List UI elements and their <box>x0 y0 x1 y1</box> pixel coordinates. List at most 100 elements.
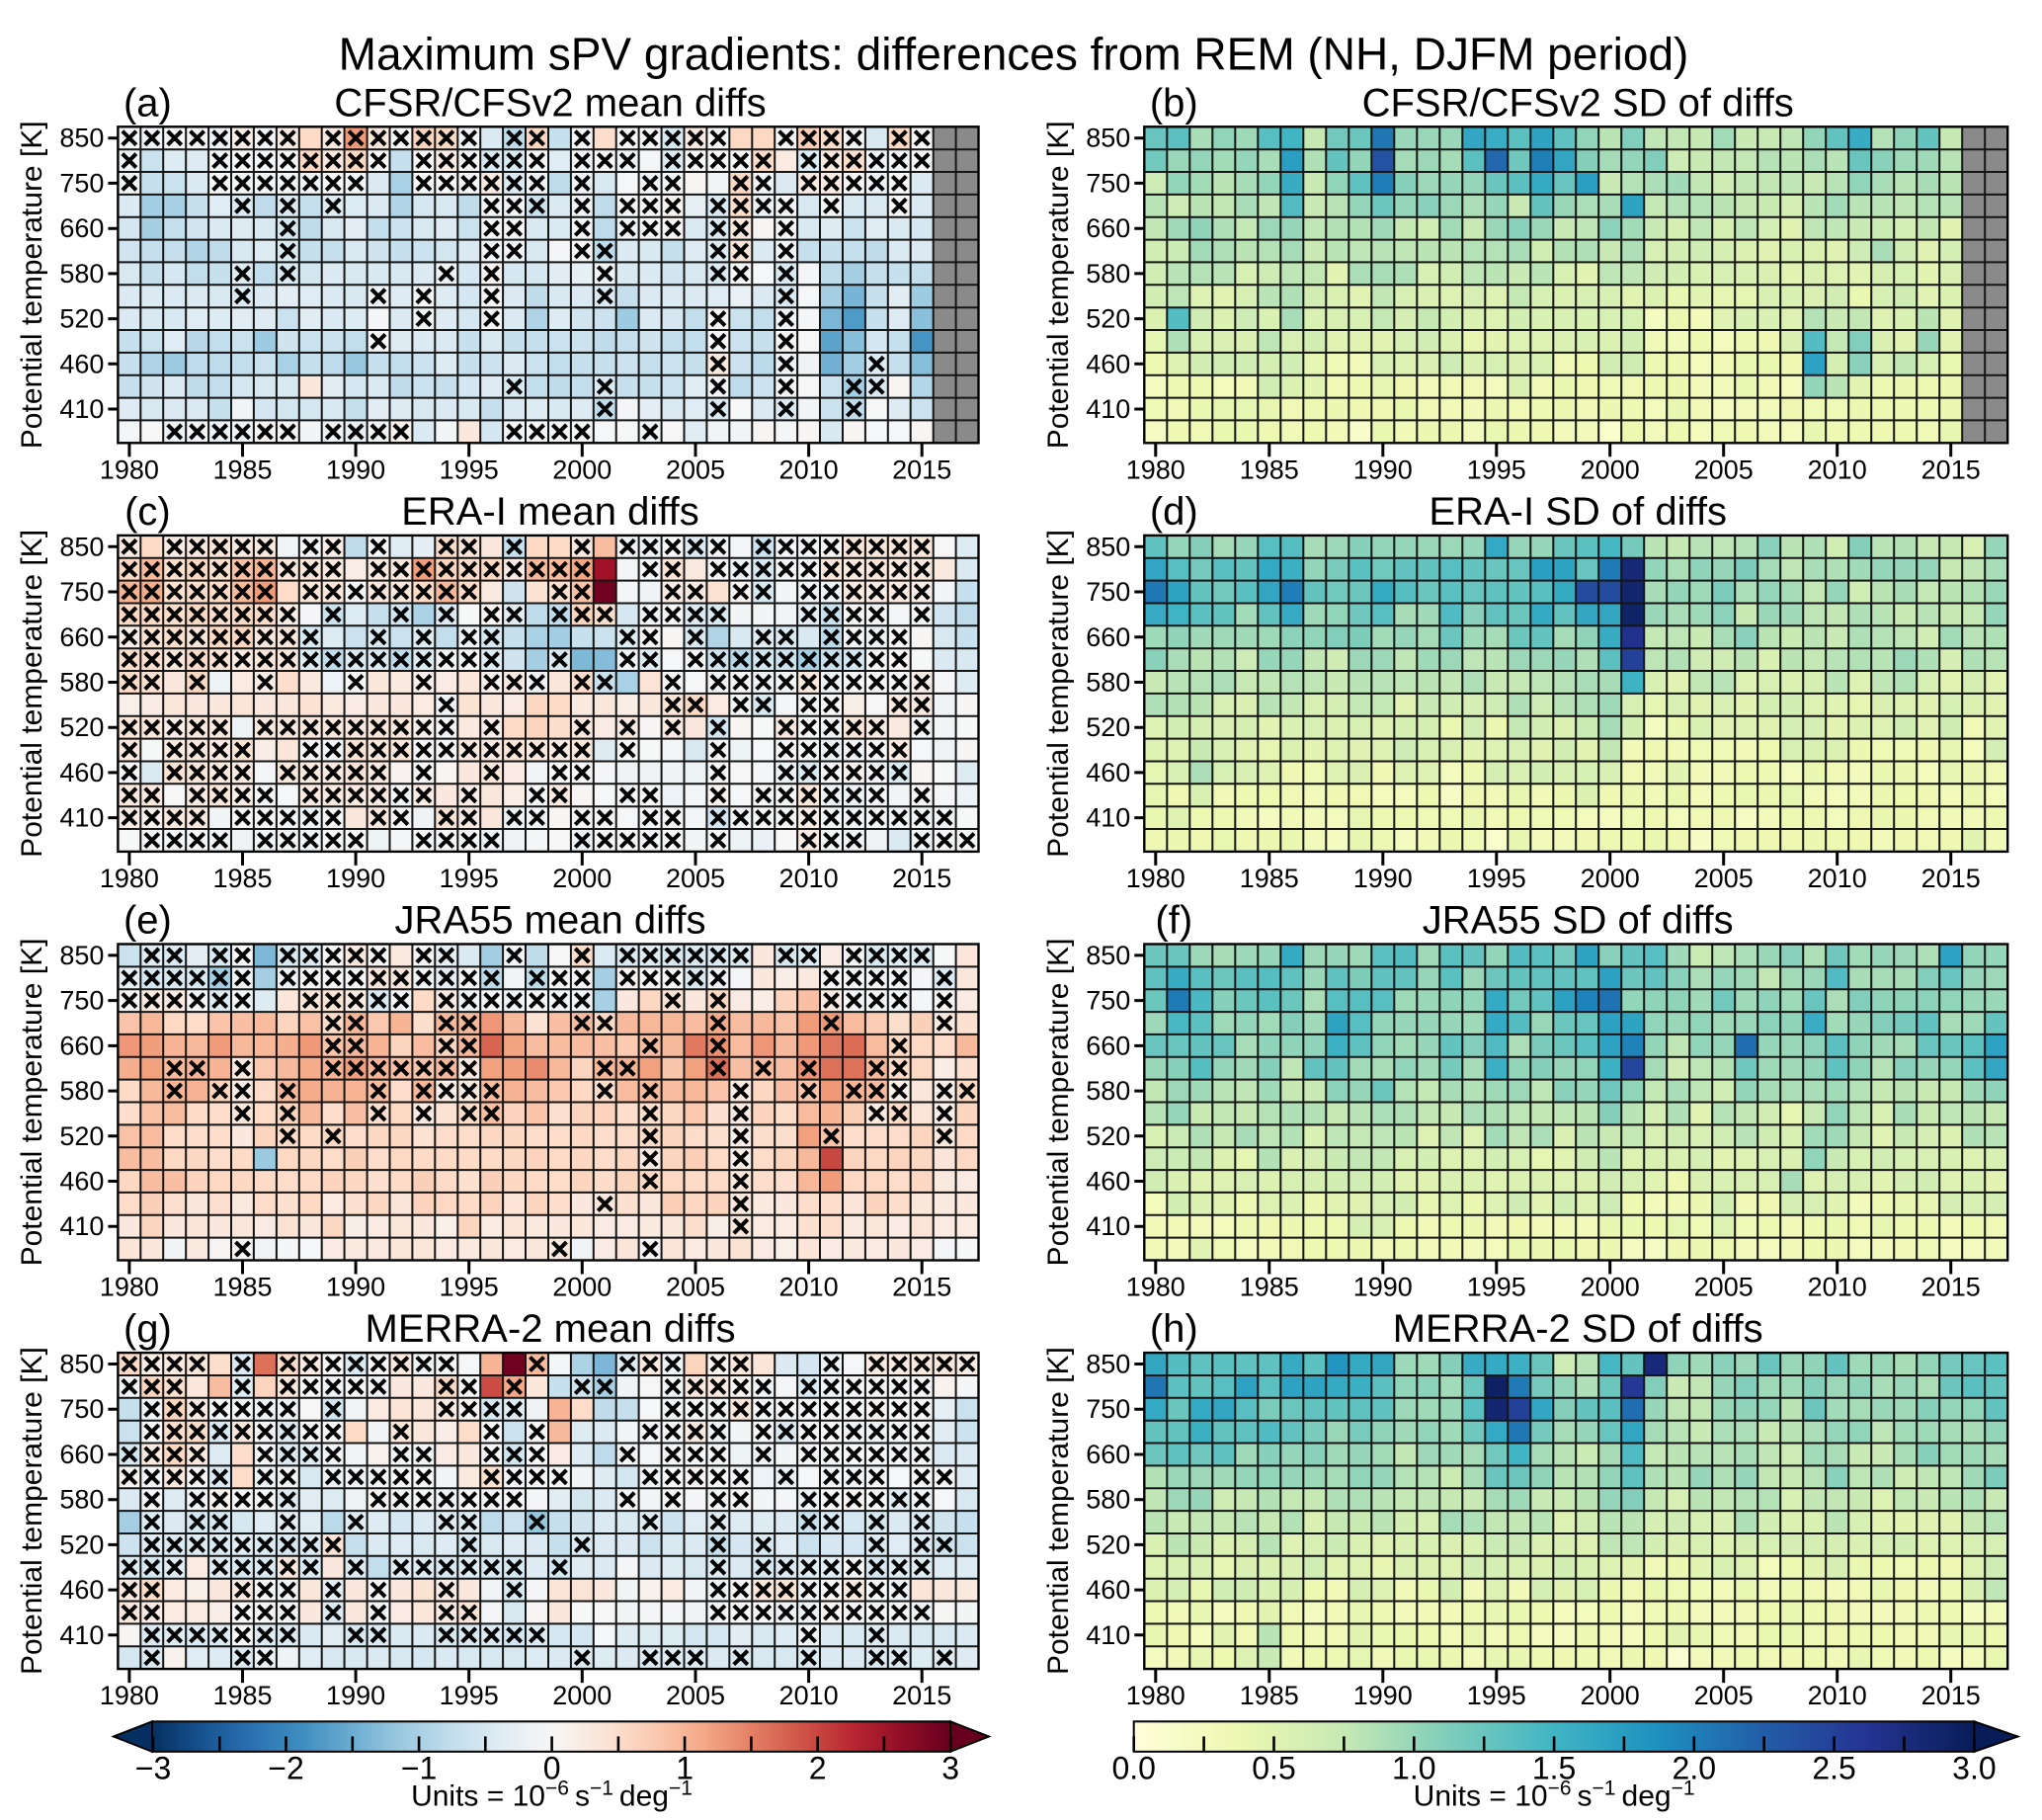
svg-text:2010: 2010 <box>779 1681 839 1710</box>
svg-text:1990: 1990 <box>326 455 385 484</box>
svg-text:1990: 1990 <box>1353 1681 1413 1710</box>
svg-text:(e): (e) <box>123 899 172 943</box>
svg-text:1995: 1995 <box>440 864 499 893</box>
svg-text:580: 580 <box>1086 1485 1130 1515</box>
svg-text:580: 580 <box>59 1485 104 1515</box>
svg-text:2010: 2010 <box>1808 864 1867 893</box>
svg-text:660: 660 <box>1086 213 1130 243</box>
svg-text:460: 460 <box>59 758 104 787</box>
svg-text:−1: −1 <box>401 1751 437 1786</box>
svg-text:1980: 1980 <box>100 1681 159 1710</box>
svg-text:2005: 2005 <box>666 864 725 893</box>
svg-text:1985: 1985 <box>212 1681 272 1710</box>
svg-text:750: 750 <box>59 577 104 607</box>
svg-text:2000: 2000 <box>1581 1681 1640 1710</box>
svg-text:750: 750 <box>1086 986 1130 1016</box>
svg-text:580: 580 <box>59 1076 104 1106</box>
svg-text:660: 660 <box>59 1440 104 1469</box>
svg-text:460: 460 <box>1086 758 1130 787</box>
svg-text:1995: 1995 <box>1467 1681 1526 1710</box>
svg-text:410: 410 <box>1086 1211 1130 1241</box>
svg-text:850: 850 <box>59 124 104 153</box>
svg-text:2.0: 2.0 <box>1673 1751 1716 1786</box>
svg-text:2010: 2010 <box>779 1273 839 1302</box>
svg-text:1.0: 1.0 <box>1392 1751 1435 1786</box>
svg-text:750: 750 <box>1086 168 1130 198</box>
svg-text:(b): (b) <box>1150 81 1198 124</box>
svg-text:1985: 1985 <box>212 864 272 893</box>
svg-text:2000: 2000 <box>1581 1273 1640 1302</box>
svg-text:Maximum sPV gradients: differe: Maximum sPV gradients: differences from … <box>339 29 1689 80</box>
svg-text:850: 850 <box>1086 532 1130 561</box>
svg-text:750: 750 <box>59 986 104 1016</box>
svg-text:Potential temperature [K]: Potential temperature [K] <box>16 1347 48 1675</box>
svg-text:2010: 2010 <box>1808 1681 1867 1710</box>
svg-text:Potential temperature [K]: Potential temperature [K] <box>16 530 48 858</box>
svg-text:3: 3 <box>941 1751 959 1786</box>
svg-text:1980: 1980 <box>1126 864 1185 893</box>
svg-text:1.5: 1.5 <box>1532 1751 1576 1786</box>
svg-text:(c): (c) <box>124 490 171 534</box>
svg-text:2010: 2010 <box>779 455 839 484</box>
svg-text:CFSR/CFSv2 SD of diffs: CFSR/CFSv2 SD of diffs <box>1362 81 1794 124</box>
svg-text:MERRA-2 mean diffs: MERRA-2 mean diffs <box>366 1307 736 1351</box>
svg-text:580: 580 <box>59 259 104 289</box>
svg-text:850: 850 <box>59 532 104 561</box>
svg-text:−2: −2 <box>268 1751 303 1786</box>
svg-text:460: 460 <box>59 1167 104 1197</box>
svg-text:1995: 1995 <box>440 1273 499 1302</box>
svg-text:1995: 1995 <box>1467 455 1526 484</box>
svg-text:2: 2 <box>809 1751 827 1786</box>
svg-text:580: 580 <box>1086 1076 1130 1106</box>
svg-text:2015: 2015 <box>892 1273 951 1302</box>
svg-text:CFSR/CFSv2 mean diffs: CFSR/CFSv2 mean diffs <box>334 81 766 124</box>
svg-text:750: 750 <box>1086 1394 1130 1424</box>
svg-text:Potential temperature [K]: Potential temperature [K] <box>1042 1347 1075 1675</box>
svg-text:0: 0 <box>543 1751 561 1786</box>
svg-text:2015: 2015 <box>1921 455 1981 484</box>
svg-text:2005: 2005 <box>666 1273 725 1302</box>
svg-text:1: 1 <box>676 1751 694 1786</box>
svg-text:660: 660 <box>59 1031 104 1060</box>
svg-text:2005: 2005 <box>666 455 725 484</box>
svg-text:850: 850 <box>1086 1350 1130 1379</box>
svg-text:410: 410 <box>59 803 104 833</box>
svg-text:2000: 2000 <box>1581 864 1640 893</box>
svg-text:660: 660 <box>59 622 104 652</box>
svg-text:1990: 1990 <box>326 1273 385 1302</box>
svg-text:2000: 2000 <box>552 455 612 484</box>
svg-text:2005: 2005 <box>1694 455 1754 484</box>
svg-text:ERA-I mean diffs: ERA-I mean diffs <box>401 490 699 534</box>
svg-text:520: 520 <box>59 304 104 334</box>
svg-text:(g): (g) <box>123 1307 172 1351</box>
svg-text:410: 410 <box>59 394 104 424</box>
svg-text:2005: 2005 <box>666 1681 725 1710</box>
svg-text:2010: 2010 <box>779 864 839 893</box>
svg-text:Potential temperature [K]: Potential temperature [K] <box>1042 121 1075 449</box>
svg-text:2000: 2000 <box>552 864 612 893</box>
svg-text:2005: 2005 <box>1694 1681 1754 1710</box>
svg-text:850: 850 <box>1086 124 1130 153</box>
svg-text:1980: 1980 <box>1126 1681 1185 1710</box>
svg-text:410: 410 <box>1086 803 1130 833</box>
svg-text:2005: 2005 <box>1694 1273 1754 1302</box>
svg-text:850: 850 <box>1086 941 1130 970</box>
svg-text:2015: 2015 <box>1921 864 1981 893</box>
svg-text:1990: 1990 <box>326 1681 385 1710</box>
svg-text:JRA55 SD of diffs: JRA55 SD of diffs <box>1423 899 1734 943</box>
svg-text:0.5: 0.5 <box>1252 1751 1295 1786</box>
svg-text:660: 660 <box>1086 622 1130 652</box>
svg-text:2010: 2010 <box>1808 1273 1867 1302</box>
svg-text:1985: 1985 <box>1240 864 1299 893</box>
svg-text:Potential temperature [K]: Potential temperature [K] <box>1042 939 1075 1267</box>
svg-text:JRA55 mean diffs: JRA55 mean diffs <box>395 899 706 943</box>
svg-text:750: 750 <box>59 1394 104 1424</box>
svg-text:660: 660 <box>59 213 104 243</box>
svg-text:Potential temperature [K]: Potential temperature [K] <box>16 939 48 1267</box>
svg-text:MERRA-2 SD of diffs: MERRA-2 SD of diffs <box>1393 1307 1763 1351</box>
svg-text:(d): (d) <box>1150 490 1198 534</box>
svg-text:520: 520 <box>1086 304 1130 334</box>
svg-text:660: 660 <box>1086 1440 1130 1469</box>
svg-text:2010: 2010 <box>1808 455 1867 484</box>
svg-text:850: 850 <box>59 1350 104 1379</box>
